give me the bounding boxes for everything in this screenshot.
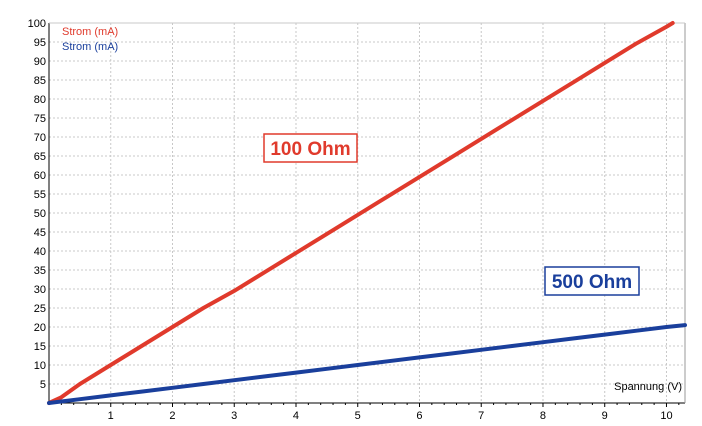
series-layer (47, 21, 687, 405)
y-tick-label: 90 (34, 56, 46, 68)
x-tick-label: 2 (169, 410, 175, 422)
y-tick-label: 25 (34, 303, 46, 315)
y-tick-label: 40 (34, 246, 46, 258)
legend-entry-2: Strom (mA) (62, 41, 118, 53)
y-tick-label: 30 (34, 284, 46, 296)
y-tick-label: 95 (34, 37, 46, 49)
y-tick-label: 10 (34, 360, 46, 372)
svg-text:100 Ohm: 100 Ohm (270, 139, 350, 160)
series-line-2 (47, 323, 687, 405)
x-tick-label: 10 (660, 410, 672, 422)
x-axis-label: Spannung (V) (614, 381, 682, 393)
x-tick-label: 4 (293, 410, 299, 422)
y-tick-label: 45 (34, 227, 46, 239)
legend-entry-1: Strom (mA) (62, 26, 118, 38)
y-tick-label: 70 (34, 132, 46, 144)
series-line-1 (47, 21, 675, 405)
x-tick-label: 1 (108, 410, 114, 422)
y-tick-label: 5 (40, 379, 46, 391)
x-tick-label: 5 (355, 410, 361, 422)
y-tick-label: 75 (34, 113, 46, 125)
x-tick-label: 8 (540, 410, 546, 422)
y-tick-label: 100 (28, 18, 46, 30)
y-tick-label: 85 (34, 75, 46, 87)
x-tick-label: 6 (416, 410, 422, 422)
y-tick-label: 80 (34, 94, 46, 106)
y-tick-label: 55 (34, 189, 46, 201)
y-tick-label: 15 (34, 341, 46, 353)
x-tick-label: 9 (602, 410, 608, 422)
x-tick-label: 3 (231, 410, 237, 422)
svg-text:500 Ohm: 500 Ohm (552, 272, 632, 293)
y-tick-label: 65 (34, 151, 46, 163)
y-tick-label: 50 (34, 208, 46, 220)
annotation-100-ohm: 100 Ohm (263, 133, 358, 163)
legend: Strom (mA) Strom (mA) (62, 26, 118, 53)
axes (48, 22, 686, 407)
y-tick-label: 35 (34, 265, 46, 277)
y-tick-label: 20 (34, 322, 46, 334)
tick-labels: 5101520253035404550556065707580859095100… (28, 18, 673, 422)
y-tick-label: 60 (34, 170, 46, 182)
annotation-500-ohm: 500 Ohm (544, 266, 640, 296)
x-tick-label: 7 (478, 410, 484, 422)
